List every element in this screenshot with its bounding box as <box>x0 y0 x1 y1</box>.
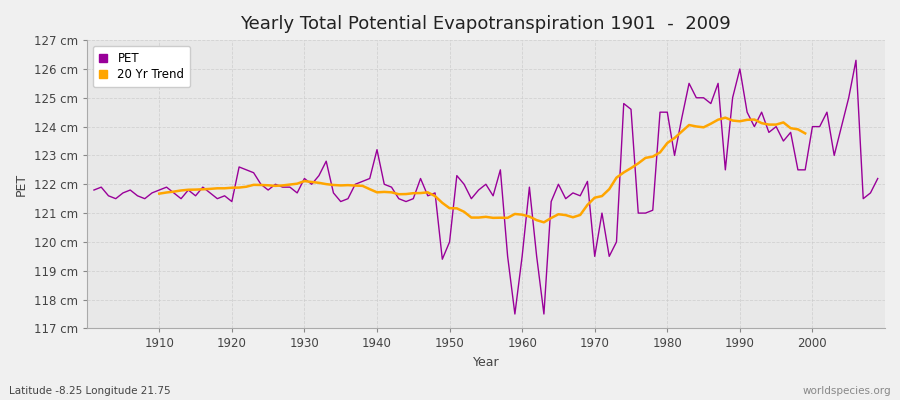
PET <box>872 176 883 181</box>
PET <box>517 254 527 259</box>
Y-axis label: PET: PET <box>15 173 28 196</box>
20 Yr Trend <box>154 191 165 196</box>
20 Yr Trend <box>241 184 252 189</box>
20 Yr Trend <box>720 115 731 120</box>
20 Yr Trend <box>800 131 811 136</box>
PET <box>850 58 861 63</box>
Line: 20 Yr Trend: 20 Yr Trend <box>159 118 805 222</box>
PET <box>611 240 622 244</box>
PET <box>306 182 317 187</box>
Text: worldspecies.org: worldspecies.org <box>803 386 891 396</box>
PET <box>147 190 158 195</box>
Line: PET: PET <box>94 60 878 314</box>
X-axis label: Year: Year <box>472 356 500 369</box>
20 Yr Trend <box>611 175 622 180</box>
20 Yr Trend <box>713 117 724 122</box>
Legend: PET, 20 Yr Trend: PET, 20 Yr Trend <box>93 46 190 87</box>
20 Yr Trend <box>538 220 549 225</box>
PET <box>88 188 99 192</box>
Title: Yearly Total Potential Evapotranspiration 1901  -  2009: Yearly Total Potential Evapotranspiratio… <box>240 15 731 33</box>
PET <box>524 185 535 190</box>
20 Yr Trend <box>698 125 709 130</box>
PET <box>509 312 520 316</box>
20 Yr Trend <box>786 126 796 130</box>
PET <box>350 182 361 187</box>
Text: Latitude -8.25 Longitude 21.75: Latitude -8.25 Longitude 21.75 <box>9 386 171 396</box>
20 Yr Trend <box>350 183 361 188</box>
